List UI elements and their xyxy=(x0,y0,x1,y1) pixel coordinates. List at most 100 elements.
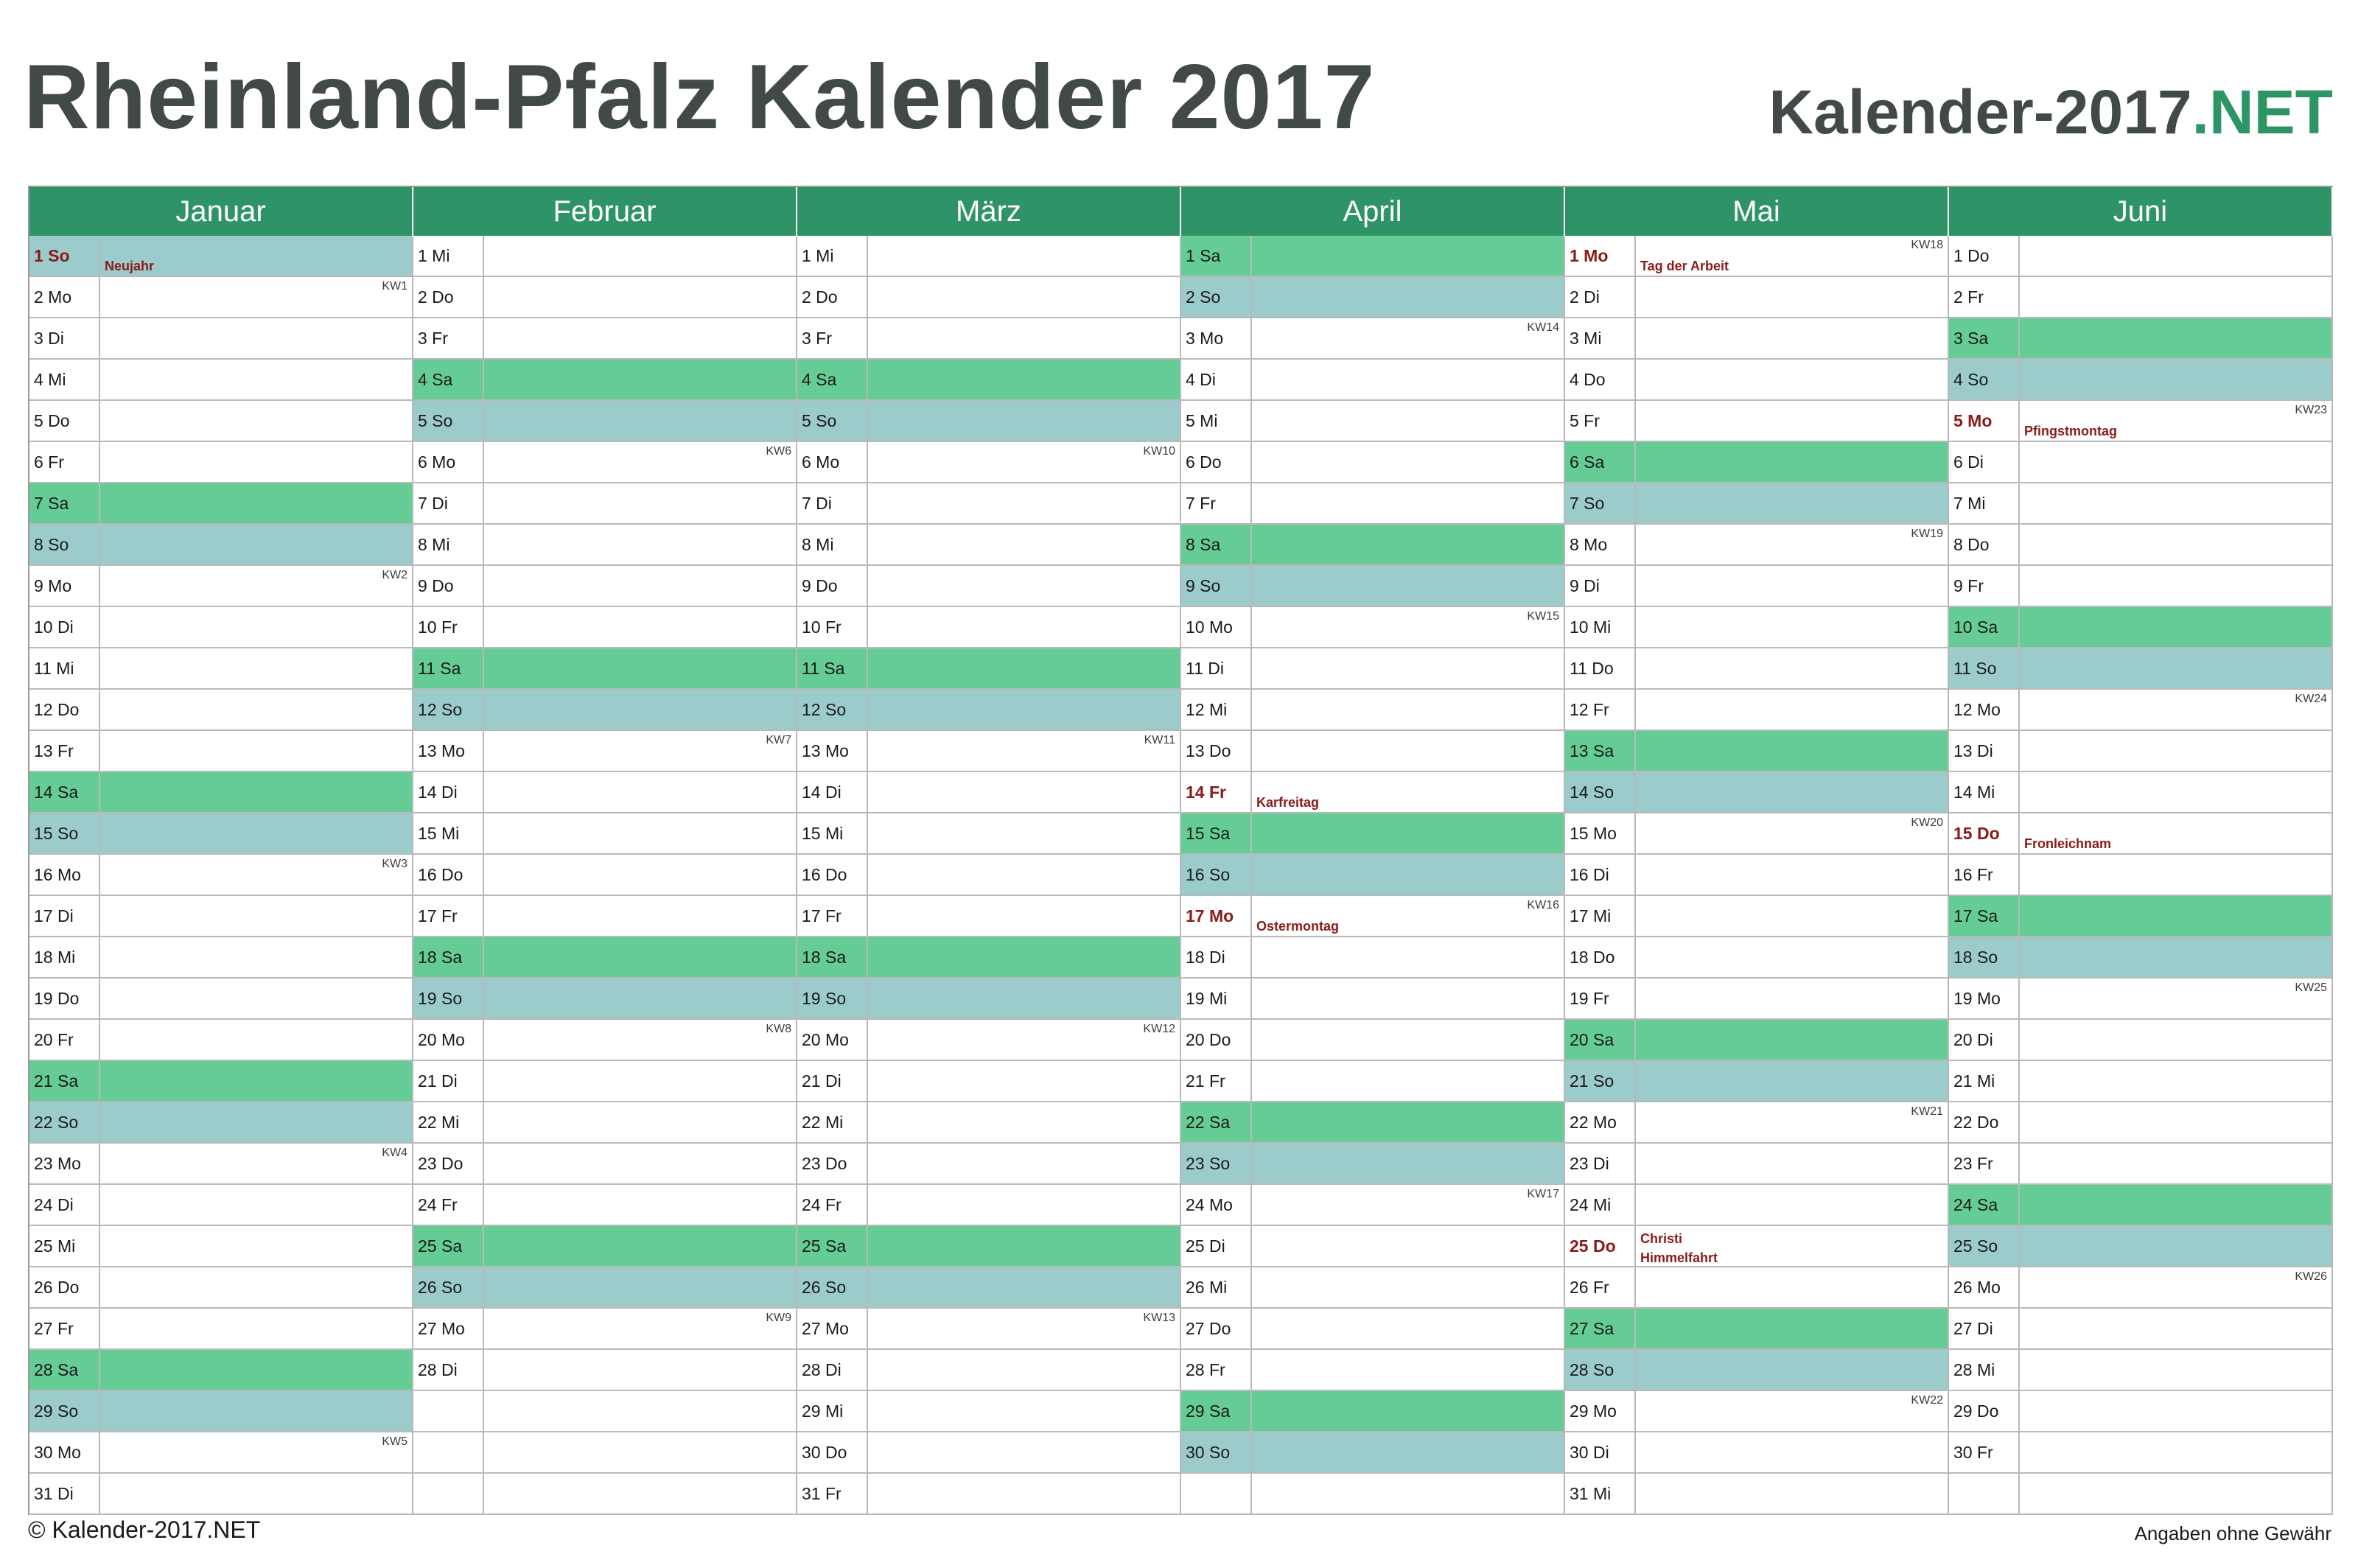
entry-cell[interactable] xyxy=(2020,318,2333,360)
entry-cell[interactable] xyxy=(1252,442,1565,483)
entry-cell[interactable] xyxy=(2020,607,2333,648)
entry-cell[interactable] xyxy=(100,731,413,772)
entry-cell[interactable] xyxy=(868,1350,1181,1391)
entry-cell[interactable] xyxy=(2020,277,2333,318)
entry-cell[interactable] xyxy=(868,1061,1181,1102)
entry-cell[interactable] xyxy=(484,937,797,979)
entry-cell[interactable]: Ostermontag KW16 xyxy=(1252,896,1565,937)
entry-cell[interactable]: KW22 xyxy=(1636,1391,1949,1432)
entry-cell[interactable] xyxy=(1636,1350,1949,1391)
entry-cell[interactable] xyxy=(484,813,797,855)
entry-cell[interactable] xyxy=(1252,1432,1565,1474)
entry-cell[interactable]: Tag der Arbeit KW18 xyxy=(1636,236,1949,277)
entry-cell[interactable] xyxy=(868,1102,1181,1144)
entry-cell[interactable]: KW6 xyxy=(484,442,797,483)
entry-cell[interactable]: KW12 xyxy=(868,1020,1181,1061)
entry-cell[interactable] xyxy=(868,1185,1181,1226)
entry-cell[interactable] xyxy=(100,1061,413,1102)
entry-cell[interactable] xyxy=(868,979,1181,1020)
entry-cell[interactable] xyxy=(484,1226,797,1267)
entry-cell[interactable]: KW1 xyxy=(100,277,413,318)
entry-cell[interactable]: KW17 xyxy=(1252,1185,1565,1226)
entry-cell[interactable] xyxy=(100,401,413,442)
entry-cell[interactable] xyxy=(868,896,1181,937)
entry-cell[interactable]: KW11 xyxy=(868,731,1181,772)
entry-cell[interactable] xyxy=(1252,566,1565,607)
entry-cell[interactable] xyxy=(1252,401,1565,442)
entry-cell[interactable] xyxy=(1252,1309,1565,1350)
entry-cell[interactable] xyxy=(100,813,413,855)
entry-cell[interactable] xyxy=(2020,1102,2333,1144)
entry-cell[interactable] xyxy=(484,566,797,607)
entry-cell[interactable]: KW10 xyxy=(868,442,1181,483)
entry-cell[interactable] xyxy=(100,772,413,813)
entry-cell[interactable] xyxy=(1636,1144,1949,1185)
entry-cell[interactable]: KW15 xyxy=(1252,607,1565,648)
entry-cell[interactable] xyxy=(2020,236,2333,277)
entry-cell[interactable] xyxy=(100,648,413,690)
entry-cell[interactable] xyxy=(484,1474,797,1515)
entry-cell[interactable] xyxy=(484,690,797,731)
entry-cell[interactable] xyxy=(868,483,1181,525)
entry-cell[interactable] xyxy=(2020,1226,2333,1267)
entry-cell[interactable] xyxy=(1636,1185,1949,1226)
entry-cell[interactable] xyxy=(2020,1061,2333,1102)
entry-cell[interactable] xyxy=(100,1391,413,1432)
entry-cell[interactable] xyxy=(1636,1474,1949,1515)
entry-cell[interactable] xyxy=(1252,525,1565,566)
entry-cell[interactable]: Karfreitag xyxy=(1252,772,1565,813)
entry-cell[interactable] xyxy=(1252,1020,1565,1061)
entry-cell[interactable] xyxy=(484,1350,797,1391)
entry-cell[interactable] xyxy=(484,648,797,690)
entry-cell[interactable]: KW21 xyxy=(1636,1102,1949,1144)
entry-cell[interactable] xyxy=(484,772,797,813)
entry-cell[interactable] xyxy=(1636,566,1949,607)
entry-cell[interactable] xyxy=(484,483,797,525)
entry-cell[interactable] xyxy=(1252,360,1565,401)
entry-cell[interactable] xyxy=(868,648,1181,690)
entry-cell[interactable] xyxy=(100,1020,413,1061)
entry-cell[interactable] xyxy=(484,1391,797,1432)
entry-cell[interactable] xyxy=(868,566,1181,607)
entry-cell[interactable] xyxy=(1636,401,1949,442)
entry-cell[interactable] xyxy=(484,401,797,442)
entry-cell[interactable] xyxy=(868,937,1181,979)
entry-cell[interactable] xyxy=(484,1144,797,1185)
entry-cell[interactable] xyxy=(1252,855,1565,896)
entry-cell[interactable] xyxy=(1252,813,1565,855)
entry-cell[interactable] xyxy=(868,855,1181,896)
entry-cell[interactable] xyxy=(2020,896,2333,937)
entry-cell[interactable] xyxy=(868,318,1181,360)
entry-cell[interactable] xyxy=(1636,277,1949,318)
entry-cell[interactable]: KW4 xyxy=(100,1144,413,1185)
entry-cell[interactable] xyxy=(484,1185,797,1226)
entry-cell[interactable] xyxy=(100,1102,413,1144)
entry-cell[interactable]: KW24 xyxy=(2020,690,2333,731)
entry-cell[interactable]: KW2 xyxy=(100,566,413,607)
entry-cell[interactable]: Christi Himmelfahrt xyxy=(1636,1226,1949,1267)
entry-cell[interactable] xyxy=(2020,525,2333,566)
entry-cell[interactable] xyxy=(868,1391,1181,1432)
entry-cell[interactable] xyxy=(484,318,797,360)
entry-cell[interactable] xyxy=(100,1350,413,1391)
entry-cell[interactable] xyxy=(1636,1267,1949,1309)
entry-cell[interactable] xyxy=(2020,1185,2333,1226)
entry-cell[interactable] xyxy=(100,1185,413,1226)
entry-cell[interactable] xyxy=(1252,648,1565,690)
entry-cell[interactable] xyxy=(868,1226,1181,1267)
entry-cell[interactable]: KW5 xyxy=(100,1432,413,1474)
entry-cell[interactable] xyxy=(1252,1061,1565,1102)
entry-cell[interactable] xyxy=(484,236,797,277)
entry-cell[interactable]: KW14 xyxy=(1252,318,1565,360)
entry-cell[interactable] xyxy=(100,1226,413,1267)
entry-cell[interactable] xyxy=(1252,1226,1565,1267)
entry-cell[interactable] xyxy=(1636,896,1949,937)
entry-cell[interactable] xyxy=(2020,1474,2333,1515)
entry-cell[interactable]: Pfingstmontag KW23 xyxy=(2020,401,2333,442)
entry-cell[interactable] xyxy=(1636,1020,1949,1061)
entry-cell[interactable] xyxy=(100,525,413,566)
entry-cell[interactable] xyxy=(2020,483,2333,525)
entry-cell[interactable]: KW20 xyxy=(1636,813,1949,855)
entry-cell[interactable] xyxy=(868,772,1181,813)
entry-cell[interactable] xyxy=(484,277,797,318)
